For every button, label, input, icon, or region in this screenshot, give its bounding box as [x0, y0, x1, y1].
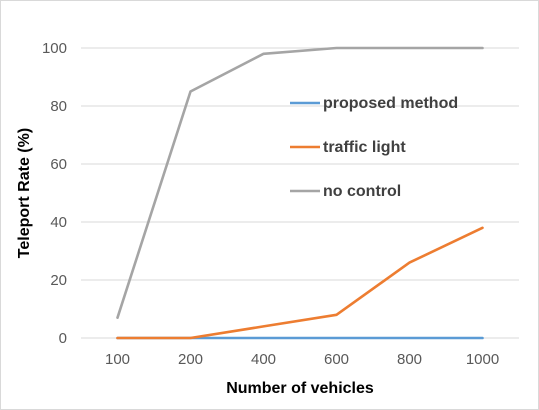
y-tick-label: 80 — [50, 98, 67, 115]
gridlines — [81, 47, 519, 339]
x-tick-label: 100 — [105, 351, 130, 368]
x-axis-title: Number of vehicles — [226, 380, 374, 397]
y-tick-label: 20 — [50, 272, 67, 289]
y-tick-label: 100 — [42, 40, 67, 57]
series-lines — [116, 46, 484, 340]
legend-label: no control — [323, 183, 401, 200]
y-tick-label: 40 — [50, 214, 67, 231]
series-line-2 — [116, 46, 484, 320]
legend-label: traffic light — [323, 139, 406, 156]
y-axis-ticks: 0 20 40 60 80 100 — [42, 40, 67, 347]
series-line-1 — [116, 226, 484, 340]
x-tick-label: 600 — [324, 351, 349, 368]
x-tick-label: 800 — [397, 351, 422, 368]
y-tick-label: 60 — [50, 156, 67, 173]
x-tick-label: 400 — [251, 351, 276, 368]
x-tick-label: 200 — [178, 351, 203, 368]
y-axis-title: Teleport Rate (%) — [16, 128, 33, 258]
x-axis-ticks: 100 200 400 600 800 1000 — [105, 351, 499, 368]
x-tick-label: 1000 — [466, 351, 499, 368]
y-tick-label: 0 — [59, 330, 67, 347]
legend: proposed method traffic light no control — [290, 95, 458, 200]
legend-label: proposed method — [323, 95, 458, 112]
